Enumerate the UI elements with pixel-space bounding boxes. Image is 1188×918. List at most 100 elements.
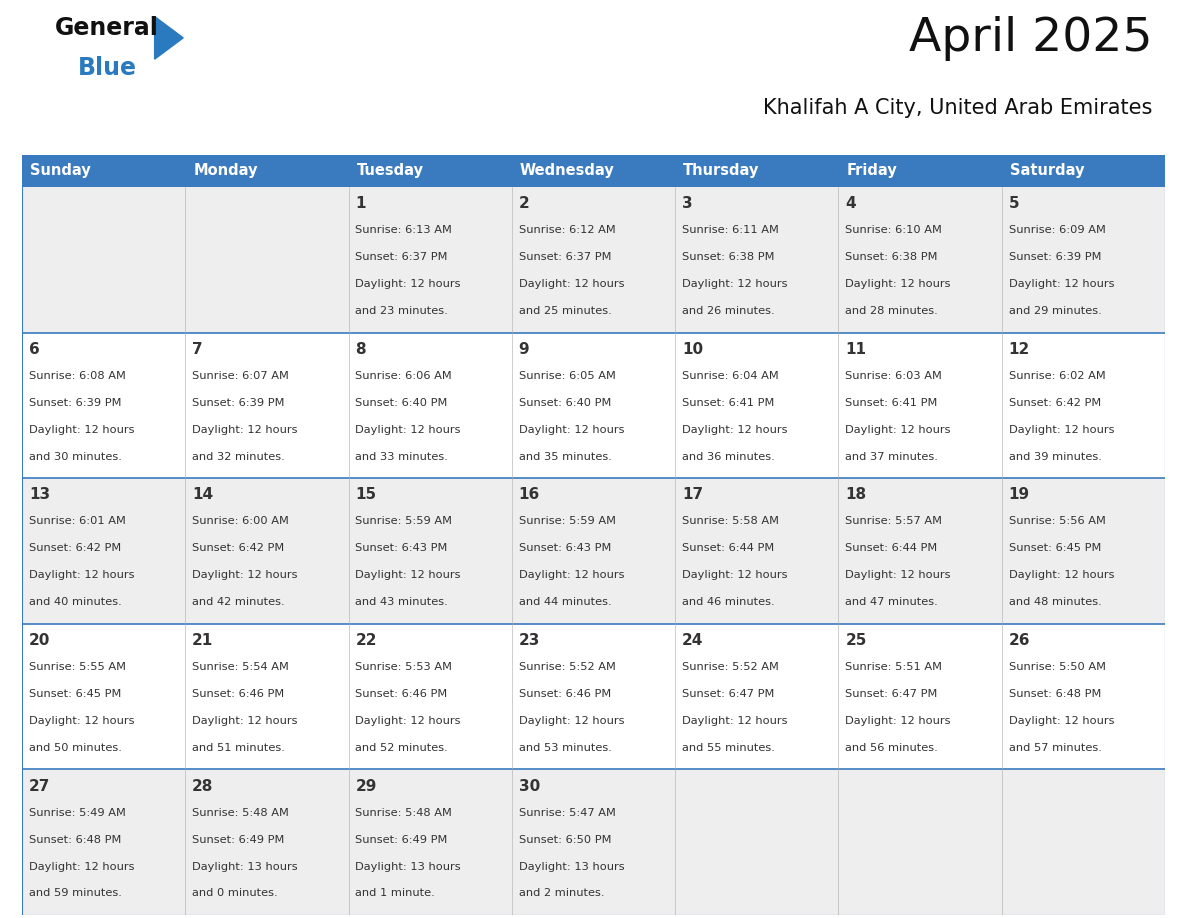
- Text: Daylight: 12 hours: Daylight: 12 hours: [1009, 570, 1114, 580]
- Bar: [1001, 624, 1165, 769]
- Text: Sunset: 6:46 PM: Sunset: 6:46 PM: [192, 689, 284, 699]
- Text: Sunset: 6:37 PM: Sunset: 6:37 PM: [355, 252, 448, 263]
- Bar: [185, 769, 348, 915]
- Text: Sunday: Sunday: [30, 163, 90, 178]
- Text: Sunrise: 6:00 AM: Sunrise: 6:00 AM: [192, 517, 289, 526]
- Text: Sunrise: 6:07 AM: Sunrise: 6:07 AM: [192, 371, 289, 381]
- Bar: [185, 332, 348, 478]
- Text: and 23 minutes.: and 23 minutes.: [355, 306, 448, 316]
- Text: 26: 26: [1009, 633, 1030, 648]
- Bar: [675, 624, 839, 769]
- Bar: [675, 155, 839, 187]
- Text: Sunrise: 5:53 AM: Sunrise: 5:53 AM: [355, 662, 453, 672]
- Text: Sunset: 6:38 PM: Sunset: 6:38 PM: [682, 252, 775, 263]
- Bar: [512, 769, 675, 915]
- Bar: [23, 155, 185, 187]
- Text: 23: 23: [519, 633, 541, 648]
- Text: Sunset: 6:48 PM: Sunset: 6:48 PM: [1009, 689, 1101, 699]
- Text: Sunset: 6:44 PM: Sunset: 6:44 PM: [846, 543, 937, 554]
- Text: 7: 7: [192, 341, 203, 357]
- Text: and 36 minutes.: and 36 minutes.: [682, 452, 775, 462]
- Text: Sunset: 6:45 PM: Sunset: 6:45 PM: [1009, 543, 1101, 554]
- Text: Sunrise: 5:47 AM: Sunrise: 5:47 AM: [519, 808, 615, 818]
- Text: 15: 15: [355, 487, 377, 502]
- Text: Khalifah A City, United Arab Emirates: Khalifah A City, United Arab Emirates: [763, 98, 1152, 118]
- Text: 9: 9: [519, 341, 530, 357]
- Text: Sunrise: 5:54 AM: Sunrise: 5:54 AM: [192, 662, 289, 672]
- Text: Sunrise: 5:49 AM: Sunrise: 5:49 AM: [29, 808, 126, 818]
- Text: and 59 minutes.: and 59 minutes.: [29, 889, 121, 899]
- Text: and 40 minutes.: and 40 minutes.: [29, 598, 121, 607]
- Text: 4: 4: [846, 196, 855, 211]
- Bar: [675, 769, 839, 915]
- Bar: [185, 187, 348, 332]
- Text: and 32 minutes.: and 32 minutes.: [192, 452, 285, 462]
- Text: Daylight: 12 hours: Daylight: 12 hours: [846, 716, 950, 726]
- Bar: [348, 155, 512, 187]
- Text: 28: 28: [192, 778, 214, 793]
- Text: Sunrise: 5:48 AM: Sunrise: 5:48 AM: [355, 808, 453, 818]
- Bar: [185, 155, 348, 187]
- Text: Sunrise: 6:12 AM: Sunrise: 6:12 AM: [519, 225, 615, 235]
- Text: Daylight: 12 hours: Daylight: 12 hours: [355, 716, 461, 726]
- Text: Sunrise: 5:58 AM: Sunrise: 5:58 AM: [682, 517, 779, 526]
- Text: Sunset: 6:40 PM: Sunset: 6:40 PM: [519, 397, 611, 408]
- Text: Daylight: 12 hours: Daylight: 12 hours: [846, 570, 950, 580]
- Text: 20: 20: [29, 633, 50, 648]
- Text: Sunset: 6:39 PM: Sunset: 6:39 PM: [29, 397, 121, 408]
- Text: and 30 minutes.: and 30 minutes.: [29, 452, 121, 462]
- Bar: [348, 624, 512, 769]
- Text: Daylight: 12 hours: Daylight: 12 hours: [682, 570, 788, 580]
- Bar: [839, 624, 1001, 769]
- Text: Friday: Friday: [846, 163, 897, 178]
- Text: Daylight: 12 hours: Daylight: 12 hours: [1009, 716, 1114, 726]
- Text: and 46 minutes.: and 46 minutes.: [682, 598, 775, 607]
- Text: Daylight: 12 hours: Daylight: 12 hours: [846, 279, 950, 289]
- Text: and 51 minutes.: and 51 minutes.: [192, 743, 285, 753]
- Text: Sunset: 6:49 PM: Sunset: 6:49 PM: [355, 834, 448, 845]
- Text: Daylight: 12 hours: Daylight: 12 hours: [519, 570, 624, 580]
- Text: Sunset: 6:40 PM: Sunset: 6:40 PM: [355, 397, 448, 408]
- Text: 8: 8: [355, 341, 366, 357]
- Text: Daylight: 12 hours: Daylight: 12 hours: [29, 570, 134, 580]
- Bar: [512, 624, 675, 769]
- Text: Sunrise: 6:08 AM: Sunrise: 6:08 AM: [29, 371, 126, 381]
- Text: Saturday: Saturday: [1010, 163, 1085, 178]
- Text: 25: 25: [846, 633, 867, 648]
- Text: and 39 minutes.: and 39 minutes.: [1009, 452, 1101, 462]
- Text: Sunset: 6:47 PM: Sunset: 6:47 PM: [846, 689, 937, 699]
- Text: Daylight: 12 hours: Daylight: 12 hours: [519, 425, 624, 435]
- Text: Sunset: 6:37 PM: Sunset: 6:37 PM: [519, 252, 611, 263]
- Text: and 44 minutes.: and 44 minutes.: [519, 598, 612, 607]
- Text: and 35 minutes.: and 35 minutes.: [519, 452, 612, 462]
- Text: 22: 22: [355, 633, 377, 648]
- Text: Sunrise: 5:55 AM: Sunrise: 5:55 AM: [29, 662, 126, 672]
- Text: Sunrise: 6:01 AM: Sunrise: 6:01 AM: [29, 517, 126, 526]
- Text: 11: 11: [846, 341, 866, 357]
- Bar: [23, 624, 185, 769]
- Text: and 52 minutes.: and 52 minutes.: [355, 743, 448, 753]
- Text: Sunset: 6:47 PM: Sunset: 6:47 PM: [682, 689, 775, 699]
- Text: 5: 5: [1009, 196, 1019, 211]
- Text: Daylight: 12 hours: Daylight: 12 hours: [355, 279, 461, 289]
- Text: 14: 14: [192, 487, 214, 502]
- Bar: [348, 478, 512, 624]
- Bar: [348, 187, 512, 332]
- Text: Sunset: 6:42 PM: Sunset: 6:42 PM: [192, 543, 284, 554]
- Text: Sunrise: 5:52 AM: Sunrise: 5:52 AM: [682, 662, 779, 672]
- Text: Wednesday: Wednesday: [520, 163, 614, 178]
- Text: Sunset: 6:41 PM: Sunset: 6:41 PM: [682, 397, 775, 408]
- Text: Sunset: 6:44 PM: Sunset: 6:44 PM: [682, 543, 775, 554]
- Text: 16: 16: [519, 487, 541, 502]
- Text: and 43 minutes.: and 43 minutes.: [355, 598, 448, 607]
- Bar: [512, 155, 675, 187]
- Text: Blue: Blue: [78, 56, 137, 80]
- Text: Sunset: 6:46 PM: Sunset: 6:46 PM: [519, 689, 611, 699]
- Bar: [348, 769, 512, 915]
- Text: Sunset: 6:48 PM: Sunset: 6:48 PM: [29, 834, 121, 845]
- Text: 17: 17: [682, 487, 703, 502]
- Text: and 37 minutes.: and 37 minutes.: [846, 452, 939, 462]
- Bar: [185, 478, 348, 624]
- Text: and 1 minute.: and 1 minute.: [355, 889, 435, 899]
- Bar: [1001, 332, 1165, 478]
